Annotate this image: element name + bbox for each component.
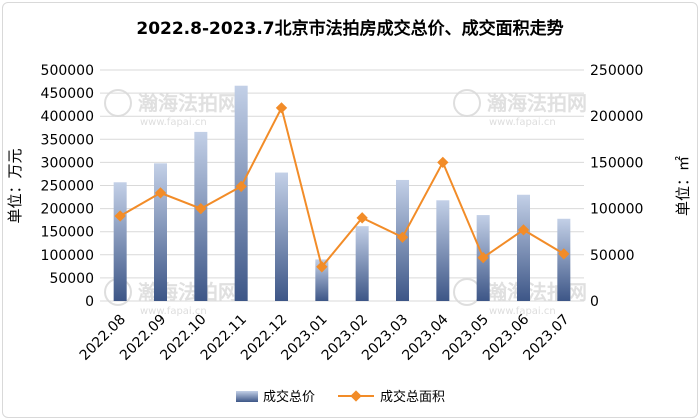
gridlines [100, 69, 584, 302]
watermark-brand-text: 瀚海法拍网 [487, 280, 587, 304]
watermark-url-text: www.fapai.cn [140, 117, 207, 128]
watermark-url-text: www.fapai.cn [140, 306, 207, 317]
left-tick-label: 0 [85, 294, 94, 310]
left-tick-label: 150000 [41, 225, 94, 241]
line-marker [235, 180, 247, 193]
left-tick-label: 250000 [41, 179, 94, 195]
right-axis-ticks: 250000 200000 150000 100000 50000 0 [590, 63, 643, 310]
line-marker [396, 231, 409, 243]
right-tick-label: 250000 [590, 63, 643, 79]
line-marker [517, 224, 530, 236]
bar [355, 226, 369, 301]
bar [315, 259, 329, 301]
left-tick-label: 450000 [41, 86, 94, 102]
line-marker [356, 212, 368, 224]
left-tick-label: 500000 [41, 63, 94, 79]
bar [436, 200, 450, 301]
right-tick-label: 0 [590, 294, 599, 310]
right-tick-label: 200000 [590, 109, 643, 125]
bar [154, 163, 167, 301]
bar [113, 182, 127, 301]
left-tick-label: 200000 [41, 202, 94, 218]
right-axis-label: 单位：㎡ [674, 156, 692, 216]
line-marker [195, 202, 207, 215]
left-tick-label: 100000 [41, 248, 94, 264]
right-tick-label: 100000 [590, 202, 643, 218]
watermark-group: 瀚海法拍网 www.fapai.cn 瀚海法拍网 www.fapai.cn 瀚海… [104, 89, 587, 317]
chart-title: 2022.8-2023.7北京市法拍房成交总价、成交面积走势 [136, 18, 563, 39]
right-tick-label: 150000 [590, 155, 643, 171]
line-path [119, 105, 565, 269]
left-axis-ticks: 5000004500004000003500003000002500002000… [41, 63, 94, 310]
bar [194, 131, 208, 301]
x-axis-ticks: 2022.082022.092022.102022.112022.122023.… [77, 311, 573, 363]
line-marker [154, 187, 167, 199]
bar [275, 172, 288, 301]
legend: 成交总价 成交总面积 [236, 389, 445, 405]
line-series [114, 102, 570, 273]
watermark-brand-text: 瀚海法拍网 [138, 91, 238, 115]
right-tick-label: 50000 [590, 248, 635, 264]
left-tick-label: 300000 [41, 155, 94, 171]
legend-line-marker [350, 390, 362, 402]
bar [557, 218, 571, 301]
watermark-brand-text: 瀚海法拍网 [138, 280, 238, 304]
left-tick-label: 50000 [49, 271, 94, 287]
watermark-logo: 瀚海法拍网 www.fapai.cn [453, 89, 587, 128]
line-marker [437, 156, 449, 169]
legend-bar-swatch [236, 391, 258, 402]
watermark-logo: 瀚海法拍网 www.fapai.cn [104, 89, 238, 128]
watermark-brand-text: 瀚海法拍网 [487, 91, 587, 115]
bar [234, 85, 248, 301]
line-marker [558, 248, 570, 260]
watermark-url-text: www.fapai.cn [489, 306, 556, 317]
line-marker [316, 261, 328, 273]
left-axis-label: 单位：万元 [6, 148, 24, 223]
line-marker [275, 102, 288, 114]
bar [517, 194, 530, 301]
watermark-url-text: www.fapai.cn [489, 117, 556, 128]
legend-bar-label: 成交总价 [263, 389, 315, 405]
legend-line-label: 成交总面积 [380, 389, 445, 405]
left-tick-label: 400000 [41, 109, 94, 125]
left-tick-label: 350000 [41, 132, 94, 148]
bar-series [113, 85, 571, 301]
